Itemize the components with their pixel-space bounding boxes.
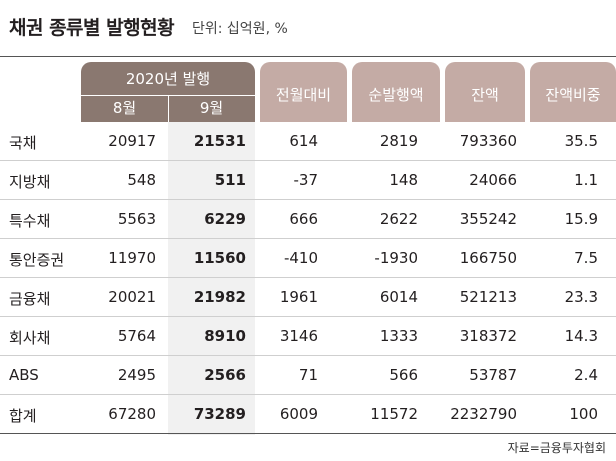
- cell-mom: 3146: [279, 327, 318, 345]
- table-bottom-line: [0, 433, 616, 434]
- cell-share: 2.4: [574, 366, 598, 384]
- cell-aug: 67280: [108, 405, 156, 423]
- cell-sep: 21982: [193, 288, 246, 306]
- cell-net: -1930: [374, 249, 418, 267]
- cell-aug: 2495: [117, 366, 156, 384]
- cell-name: 합계: [9, 407, 37, 425]
- row-divider: [0, 355, 616, 356]
- cell-bal: 2232790: [450, 405, 517, 423]
- cell-net: 148: [389, 171, 418, 189]
- header-group: 2020년 발행: [81, 62, 255, 96]
- cell-sep: 73289: [193, 405, 246, 423]
- table-title: 채권 종류별 발행현황: [9, 17, 175, 39]
- cell-sep: 8910: [204, 327, 246, 345]
- cell-aug: 5563: [117, 210, 156, 228]
- cell-share: 35.5: [564, 132, 598, 150]
- cell-net: 566: [389, 366, 418, 384]
- cell-sep: 2566: [204, 366, 246, 384]
- cell-share: 7.5: [574, 249, 598, 267]
- cell-name: 금융채: [9, 290, 51, 308]
- header-net: 순발행액: [352, 62, 440, 122]
- cell-bal: 355242: [459, 210, 517, 228]
- cell-bal: 24066: [469, 171, 517, 189]
- cell-bal: 521213: [459, 288, 517, 306]
- header-sep: 9월: [168, 96, 255, 122]
- cell-mom: 666: [289, 210, 318, 228]
- cell-name: 지방채: [9, 173, 51, 191]
- row-divider: [0, 394, 616, 395]
- sep-column-highlight: [168, 122, 255, 435]
- cell-sep: 6229: [204, 210, 246, 228]
- cell-mom: 614: [289, 132, 318, 150]
- cell-sep: 21531: [193, 132, 246, 150]
- cell-aug: 20917: [108, 132, 156, 150]
- cell-net: 6014: [379, 288, 418, 306]
- cell-share: 1.1: [574, 171, 598, 189]
- table-unit: 단위: 십억원, %: [192, 21, 288, 37]
- cell-net: 2622: [379, 210, 418, 228]
- cell-share: 14.3: [564, 327, 598, 345]
- cell-bal: 53787: [469, 366, 517, 384]
- cell-name: 통안증권: [9, 251, 65, 269]
- cell-aug: 548: [127, 171, 156, 189]
- cell-share: 100: [569, 405, 598, 423]
- cell-name: 특수채: [9, 212, 51, 230]
- header-aug: 8월: [81, 96, 168, 122]
- row-divider: [0, 160, 616, 161]
- cell-mom: -410: [283, 249, 318, 267]
- row-divider: [0, 277, 616, 278]
- title-divider: [0, 56, 616, 57]
- cell-mom: 71: [298, 366, 318, 384]
- header-share: 잔액비중: [530, 62, 616, 122]
- cell-mom: 1961: [279, 288, 318, 306]
- cell-sep: 511: [214, 171, 246, 189]
- cell-bal: 166750: [459, 249, 517, 267]
- row-divider: [0, 199, 616, 200]
- cell-share: 15.9: [564, 210, 598, 228]
- cell-aug: 20021: [108, 288, 156, 306]
- cell-mom: 6009: [279, 405, 318, 423]
- cell-aug: 5764: [117, 327, 156, 345]
- cell-name: ABS: [9, 366, 39, 384]
- cell-name: 국채: [9, 134, 37, 152]
- cell-mom: -37: [293, 171, 319, 189]
- header-balance: 잔액: [445, 62, 525, 122]
- cell-share: 23.3: [564, 288, 598, 306]
- cell-aug: 11970: [108, 249, 156, 267]
- title-bar: 채권 종류별 발행현황 단위: 십억원, %: [0, 0, 616, 56]
- cell-net: 1333: [379, 327, 418, 345]
- row-divider: [0, 316, 616, 317]
- header-mom: 전월대비: [260, 62, 347, 122]
- cell-bal: 793360: [459, 132, 517, 150]
- cell-net: 11572: [370, 405, 418, 423]
- source-note: 자료=금융투자협회: [507, 441, 606, 455]
- header-sub-divider: [168, 96, 169, 122]
- cell-net: 2819: [379, 132, 418, 150]
- row-divider: [0, 238, 616, 239]
- cell-bal: 318372: [459, 327, 517, 345]
- header-group-divider: [81, 95, 255, 96]
- cell-sep: 11560: [193, 249, 246, 267]
- cell-name: 회사채: [9, 329, 51, 347]
